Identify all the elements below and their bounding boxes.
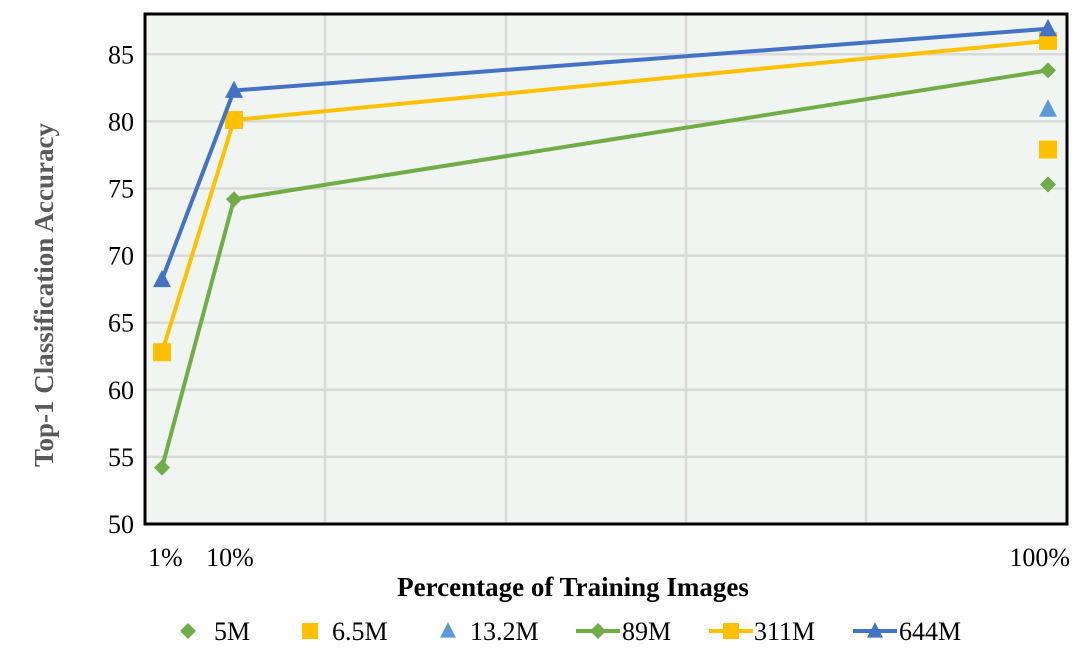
data-point-triangle [867,622,883,638]
legend-item: 311M [709,617,815,646]
y-tick-label: 55 [108,443,134,472]
legend-item: 89M [576,617,671,646]
y-tick-label: 65 [108,309,134,338]
data-point-diamond [590,623,606,639]
legend-label: 89M [622,617,671,646]
plot-frame [143,12,1069,526]
legend-item: 5M [180,617,250,646]
data-point-square [225,111,243,130]
series-layer [153,18,1057,476]
legend-label: 311M [754,617,815,646]
series-311M [153,31,1057,362]
grid [145,14,1067,524]
data-point-diamond [180,623,196,639]
legend-label: 6.5M [332,617,388,646]
data-point-triangle [225,80,243,98]
data-point-triangle [1039,99,1057,117]
x-tick-label: 100% [1009,543,1070,572]
data-point-diamond [1040,62,1056,79]
legend-label: 644M [899,617,961,646]
legend-item: 13.2M [440,617,539,646]
y-tick-label: 85 [108,40,134,69]
data-point-square [153,343,171,362]
x-axis-ticks: 1% 10% 100% [148,543,1070,572]
data-point-triangle [440,622,456,638]
plot-area [145,14,1067,524]
y-tick-label: 75 [108,174,134,203]
series-89M [154,62,1056,476]
legend-label: 5M [214,617,250,646]
legend-label: 13.2M [470,617,539,646]
y-axis-ticks: 50 55 60 65 70 75 80 85 [108,40,134,539]
series-644M [153,18,1057,288]
x-tick-label: 10% [206,543,254,572]
data-point-square [302,623,318,639]
data-point-triangle [1039,18,1057,37]
legend-item: 644M [853,617,961,646]
y-tick-label: 50 [108,510,134,539]
y-tick-label: 70 [108,242,134,271]
data-point-diamond [1040,176,1056,193]
series-5M [1040,176,1056,193]
data-point-diamond [226,191,242,208]
data-point-triangle [153,269,171,288]
data-point-square [1039,140,1057,159]
data-point-square [723,623,739,639]
y-axis-label: Top-1 Classification Accuracy [29,123,59,467]
data-point-square [1039,31,1057,50]
x-axis-label: Percentage of Training Images [397,572,749,602]
legend: 5M 6.5M 13.2M 89M 311M 644M [180,617,961,646]
y-tick-label: 80 [108,107,134,136]
series-6-5M [1039,140,1057,159]
legend-item: 6.5M [302,617,388,646]
series-13-2M [1039,99,1057,117]
x-tick-label: 1% [148,543,183,572]
y-tick-label: 60 [108,376,134,405]
data-point-diamond [154,459,170,476]
